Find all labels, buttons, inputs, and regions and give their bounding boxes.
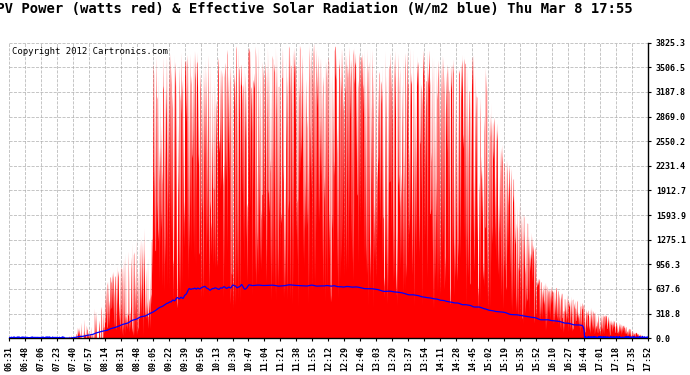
Text: Total PV Power (watts red) & Effective Solar Radiation (W/m2 blue) Thu Mar 8 17:: Total PV Power (watts red) & Effective S…: [0, 2, 633, 16]
Text: Copyright 2012 Cartronics.com: Copyright 2012 Cartronics.com: [12, 47, 168, 56]
